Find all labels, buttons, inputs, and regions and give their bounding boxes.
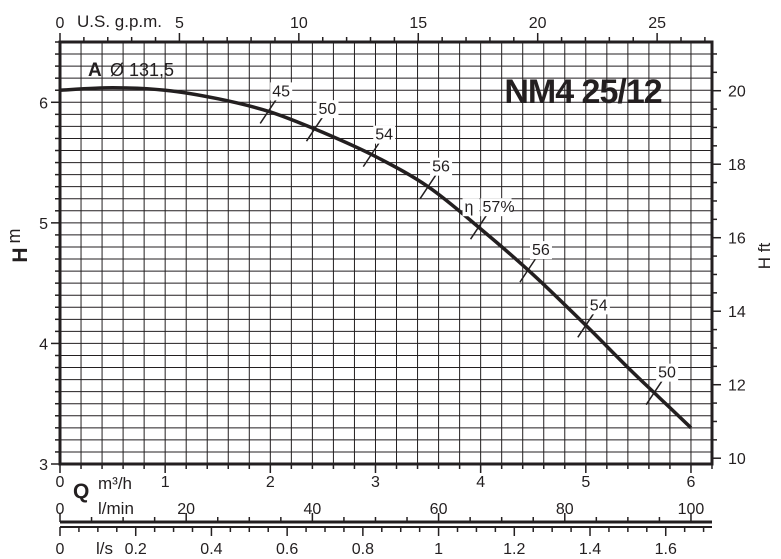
tick-label-lmin: 60: [430, 501, 448, 518]
efficiency-label: 54: [375, 127, 393, 144]
efficiency-symbol-bg: [462, 198, 480, 217]
tick-label-ls: 1: [434, 541, 443, 558]
tick-label-h-ft: 12: [728, 378, 746, 395]
tick-label-h-ft: 14: [728, 304, 746, 321]
efficiency-label: 54: [590, 297, 608, 314]
tick-label-h-m: 6: [39, 95, 48, 112]
efficiency-label: 57%: [483, 199, 515, 216]
tick-label-m3h: 5: [581, 474, 590, 491]
efficiency-label: 56: [432, 159, 450, 176]
tick-label-h-m: 4: [39, 336, 48, 353]
tick-label-lmin: 0: [56, 501, 65, 518]
tick-label-m3h: 0: [56, 474, 65, 491]
efficiency-label-bg: [587, 296, 610, 315]
chart-title: NM4 25/12: [504, 73, 661, 111]
tick-label-gpm: 0: [56, 15, 65, 32]
tick-label-gpm: 15: [409, 15, 427, 32]
x-axis-q-letter: Q: [73, 480, 89, 503]
tick-label-m3h: 3: [371, 474, 380, 491]
tick-label-ls: 0.8: [352, 541, 374, 558]
tick-label-gpm: 20: [529, 15, 547, 32]
tick-label-h-m: 3: [39, 457, 48, 474]
tick-label-ls: 1.4: [579, 541, 601, 558]
tick-label-lmin: 40: [303, 501, 321, 518]
tick-label-gpm: 5: [175, 15, 184, 32]
tick-label-ls: 0.2: [125, 541, 147, 558]
tick-label-m3h: 2: [266, 474, 275, 491]
efficiency-tick: [519, 257, 537, 283]
tick-label-ls: 1.6: [655, 541, 677, 558]
efficiency-label-bg: [430, 157, 453, 176]
y-axis-right-label: H ft: [755, 243, 774, 270]
head-curve-line: [59, 86, 693, 430]
tick-label-lmin: 80: [556, 501, 574, 518]
tick-label-lmin: 100: [678, 501, 705, 518]
efficiency-label: 50: [658, 365, 676, 382]
tick-label-ls: 0.6: [276, 541, 298, 558]
tick-label-gpm: 10: [290, 15, 308, 32]
efficiency-label-bg: [480, 198, 512, 217]
tick-label-m3h: 4: [476, 474, 485, 491]
tick-label-h-ft: 20: [728, 84, 746, 101]
efficiency-tick: [362, 142, 380, 168]
x-axis-ls-label: l/s: [96, 539, 113, 558]
tick-label-ls: 0: [56, 541, 65, 558]
efficiency-label-bg: [316, 100, 339, 119]
tick-label-m3h: 6: [687, 474, 696, 491]
y-axis-left-unit: m: [4, 229, 24, 244]
tick-label-ls: 1.2: [503, 541, 525, 558]
efficiency-label-bg: [373, 125, 396, 144]
efficiency-markers: 45 50 54 56 57% η 56 54 50: [259, 82, 679, 406]
plot-frame: [58, 40, 714, 466]
tick-label-lmin: 20: [177, 501, 195, 518]
efficiency-tick: [259, 98, 277, 124]
efficiency-label: 50: [318, 101, 336, 118]
efficiency-tick: [305, 116, 324, 142]
efficiency-label: 45: [272, 83, 290, 100]
efficiency-symbol: η: [465, 199, 474, 216]
tick-label-h-ft: 16: [728, 231, 746, 248]
efficiency-label-bg: [270, 82, 293, 101]
tick-label-h-m: 5: [39, 216, 48, 233]
efficiency-label: 56: [532, 242, 550, 259]
efficiency-tick: [419, 174, 437, 200]
efficiency-tick: [645, 380, 663, 406]
y-axis-left-letter: H: [9, 247, 32, 262]
curve-label: A: [88, 60, 102, 81]
x-axis-m3h-label: m³/h: [98, 474, 132, 493]
tick-label-h-ft: 18: [728, 157, 746, 174]
tick-label-m3h: 1: [161, 474, 170, 491]
efficiency-label-bg: [656, 363, 679, 382]
impeller-diameter-label: Ø 131,5: [110, 60, 174, 80]
x-axis-gpm-label: U.S. g.p.m.: [77, 12, 162, 31]
tick-label-gpm: 25: [648, 15, 666, 32]
efficiency-tick: [577, 312, 595, 338]
tick-label-h-ft: 10: [728, 451, 746, 468]
efficiency-tick: [469, 214, 488, 240]
tick-label-ls: 0.4: [200, 541, 222, 558]
efficiency-label-bg: [529, 241, 552, 260]
x-axis-lmin-label: l/min: [98, 499, 134, 518]
